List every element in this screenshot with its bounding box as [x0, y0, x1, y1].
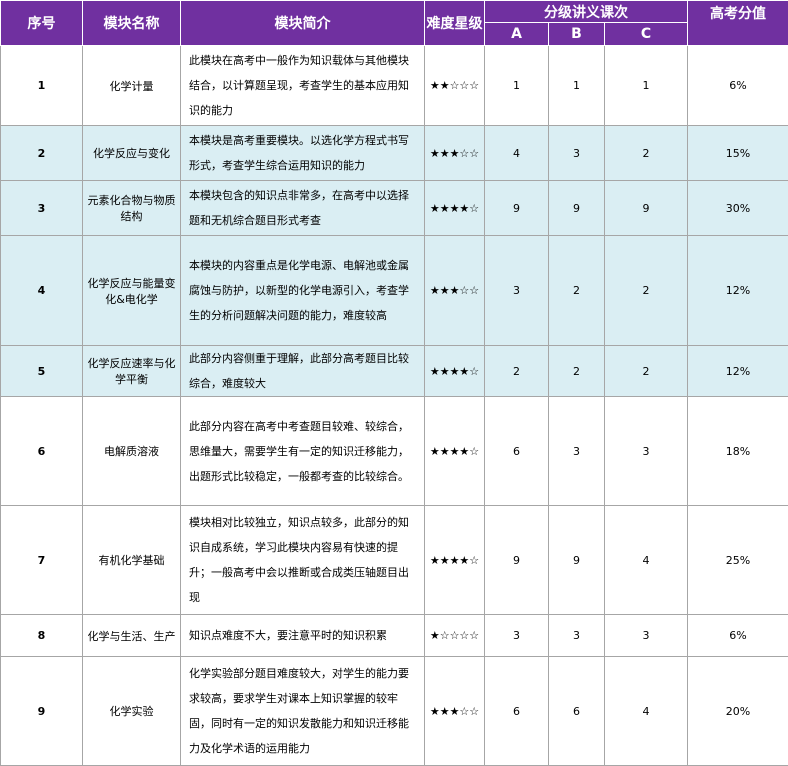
cell-name: 化学反应与能量变化&电化学	[83, 236, 181, 346]
cell-score: 30%	[688, 181, 788, 236]
cell-intro: 此部分内容侧重于理解，此部分高考题目比较综合，难度较大	[181, 346, 425, 397]
cell-intro: 知识点难度不大，要注意平时的知识积累	[181, 615, 425, 657]
cell-c: 4	[605, 657, 688, 766]
cell-intro: 本模块包含的知识点非常多，在高考中以选择题和无机综合题目形式考查	[181, 181, 425, 236]
cell-b: 6	[549, 657, 605, 766]
header-cell: 难度星级	[425, 1, 485, 46]
cell-name: 元素化合物与物质结构	[83, 181, 181, 236]
cell-intro: 化学实验部分题目难度较大，对学生的能力要求较高，要求学生对课本上知识掌握的较牢固…	[181, 657, 425, 766]
cell-b: 9	[549, 181, 605, 236]
header-cell: A	[485, 23, 549, 46]
cell-c: 9	[605, 181, 688, 236]
cell-name: 化学实验	[83, 657, 181, 766]
cell-a: 6	[485, 657, 549, 766]
cell-c: 1	[605, 46, 688, 126]
cell-intro: 此模块在高考中一般作为知识载体与其他模块结合，以计算题呈现，考查学生的基本应用知…	[181, 46, 425, 126]
cell-stars: ★★★★☆	[425, 181, 485, 236]
cell-b: 2	[549, 346, 605, 397]
cell-index: 8	[1, 615, 83, 657]
cell-score: 20%	[688, 657, 788, 766]
cell-c: 3	[605, 397, 688, 506]
cell-a: 1	[485, 46, 549, 126]
cell-name: 化学与生活、生产	[83, 615, 181, 657]
header-cell: B	[549, 23, 605, 46]
header-cell: 分级讲义课次	[485, 1, 688, 23]
cell-score: 6%	[688, 615, 788, 657]
cell-b: 3	[549, 397, 605, 506]
cell-index: 3	[1, 181, 83, 236]
header-cell: 模块简介	[181, 1, 425, 46]
header-cell: C	[605, 23, 688, 46]
cell-a: 2	[485, 346, 549, 397]
cell-name: 化学反应速率与化学平衡	[83, 346, 181, 397]
cell-a: 4	[485, 126, 549, 181]
cell-c: 2	[605, 126, 688, 181]
cell-index: 5	[1, 346, 83, 397]
cell-intro: 本模块的内容重点是化学电源、电解池或金属腐蚀与防护，以新型的化学电源引入，考查学…	[181, 236, 425, 346]
cell-a: 3	[485, 236, 549, 346]
cell-stars: ★★★★☆	[425, 346, 485, 397]
cell-index: 1	[1, 46, 83, 126]
cell-score: 15%	[688, 126, 788, 181]
cell-name: 化学计量	[83, 46, 181, 126]
cell-stars: ★★★★☆	[425, 397, 485, 506]
cell-score: 18%	[688, 397, 788, 506]
header-cell: 模块名称	[83, 1, 181, 46]
cell-a: 9	[485, 181, 549, 236]
cell-b: 2	[549, 236, 605, 346]
header-cell: 序号	[1, 1, 83, 46]
cell-stars: ★★★☆☆	[425, 126, 485, 181]
cell-c: 2	[605, 346, 688, 397]
cell-name: 有机化学基础	[83, 506, 181, 615]
cell-b: 9	[549, 506, 605, 615]
cell-b: 1	[549, 46, 605, 126]
cell-index: 9	[1, 657, 83, 766]
cell-stars: ★☆☆☆☆	[425, 615, 485, 657]
cell-b: 3	[549, 615, 605, 657]
cell-stars: ★★★☆☆	[425, 236, 485, 346]
cell-a: 9	[485, 506, 549, 615]
cell-score: 6%	[688, 46, 788, 126]
cell-stars: ★★☆☆☆	[425, 46, 485, 126]
header-cell: 高考分值	[688, 1, 788, 46]
cell-index: 7	[1, 506, 83, 615]
cell-c: 3	[605, 615, 688, 657]
cell-score: 25%	[688, 506, 788, 615]
cell-b: 3	[549, 126, 605, 181]
cell-index: 6	[1, 397, 83, 506]
cell-index: 2	[1, 126, 83, 181]
cell-a: 6	[485, 397, 549, 506]
cell-a: 3	[485, 615, 549, 657]
cell-name: 化学反应与变化	[83, 126, 181, 181]
cell-intro: 此部分内容在高考中考查题目较难、较综合，思维量大，需要学生有一定的知识迁移能力，…	[181, 397, 425, 506]
cell-index: 4	[1, 236, 83, 346]
cell-intro: 本模块是高考重要模块。以选化学方程式书写形式，考查学生综合运用知识的能力	[181, 126, 425, 181]
cell-score: 12%	[688, 346, 788, 397]
cell-c: 4	[605, 506, 688, 615]
cell-score: 12%	[688, 236, 788, 346]
cell-intro: 模块相对比较独立，知识点较多，此部分的知识自成系统，学习此模块内容易有快速的提升…	[181, 506, 425, 615]
cell-stars: ★★★★☆	[425, 506, 485, 615]
cell-stars: ★★★☆☆	[425, 657, 485, 766]
cell-name: 电解质溶液	[83, 397, 181, 506]
cell-c: 2	[605, 236, 688, 346]
